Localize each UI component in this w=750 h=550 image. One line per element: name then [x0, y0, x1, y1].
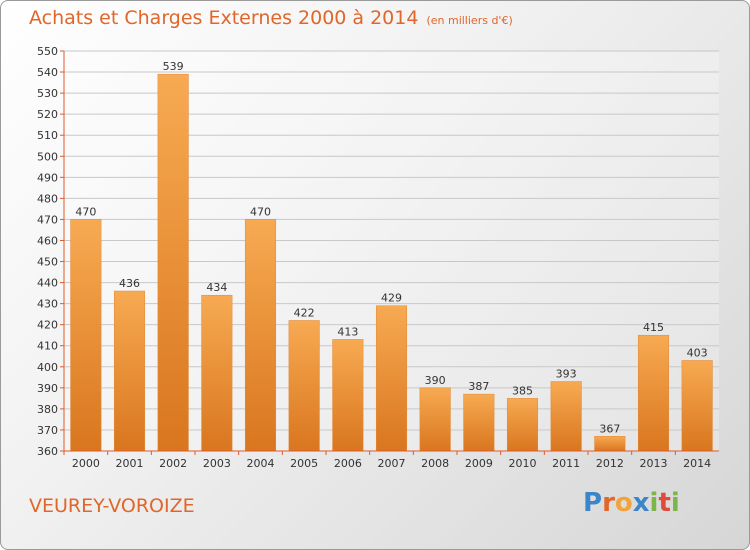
value-label-2013: 415	[643, 321, 664, 334]
bar-2003	[201, 294, 233, 452]
value-label-2005: 422	[294, 306, 315, 319]
bar-2002	[157, 73, 189, 452]
value-label-2001: 436	[119, 277, 140, 290]
y-tick-label: 380	[37, 403, 58, 416]
bar-2004	[244, 219, 277, 452]
y-tick-label: 390	[37, 382, 58, 395]
y-tick-label: 540	[37, 66, 58, 79]
bar-2011	[550, 381, 582, 452]
y-tick-label: 410	[37, 340, 58, 353]
value-label-2009: 387	[468, 380, 489, 393]
bar-2014	[681, 360, 713, 452]
y-tick-label: 530	[37, 87, 58, 100]
value-label-2011: 393	[556, 368, 577, 381]
bar-2009	[463, 393, 495, 452]
chart-title-block: Achats et Charges Externes 2000 à 2014 (e…	[29, 7, 513, 29]
y-tick-label: 400	[37, 361, 58, 374]
axes	[60, 50, 719, 455]
bar-2006	[332, 339, 364, 452]
proxiti-logo: Proxiti	[583, 488, 680, 518]
y-tick-label: 490	[37, 171, 58, 184]
x-tick-label-2012: 2012	[596, 457, 624, 470]
y-tick-label: 370	[37, 424, 58, 437]
y-tick-label: 440	[37, 277, 58, 290]
y-tick-label: 360	[37, 445, 58, 458]
bar-2013	[637, 334, 670, 452]
y-tick-label: 430	[37, 298, 58, 311]
chart-title: Achats et Charges Externes 2000 à 2014	[29, 7, 419, 29]
bar-2010	[506, 398, 539, 452]
value-label-2014: 403	[687, 346, 708, 359]
y-tick-label: 480	[37, 192, 58, 205]
value-label-2012: 367	[599, 422, 620, 435]
value-label-2006: 413	[337, 325, 358, 338]
y-tick-label: 470	[37, 213, 58, 226]
bar-2012	[594, 436, 626, 452]
x-tick-label-2008: 2008	[421, 457, 449, 470]
x-tick-label-2000: 2000	[72, 457, 100, 470]
value-label-2002: 539	[163, 60, 184, 73]
bar-2008	[419, 387, 451, 452]
x-tick-label-2009: 2009	[465, 457, 493, 470]
x-tick-label-2011: 2011	[552, 457, 580, 470]
y-tick-label: 450	[37, 256, 58, 269]
y-tick-label: 510	[37, 129, 58, 142]
value-label-2008: 390	[425, 374, 446, 387]
value-label-2010: 385	[512, 384, 533, 397]
x-tick-label-2014: 2014	[683, 457, 711, 470]
x-tick-label-2010: 2010	[509, 457, 537, 470]
x-tick-label-2001: 2001	[116, 457, 144, 470]
x-tick-label-2004: 2004	[247, 457, 275, 470]
y-tick-label: 550	[37, 45, 58, 58]
bar-2000	[70, 219, 102, 452]
y-tick-label: 520	[37, 108, 58, 121]
x-tick-label-2003: 2003	[203, 457, 231, 470]
y-tick-label: 460	[37, 234, 58, 247]
x-tick-label-2002: 2002	[159, 457, 187, 470]
value-label-2004: 470	[250, 205, 271, 218]
labels: 360 370 380 390 400 410 420 430 440 450 460 470 480 4…	[37, 45, 711, 470]
value-label-2000: 470	[75, 205, 96, 218]
y-tick-label: 500	[37, 150, 58, 163]
y-tick-label: 420	[37, 319, 58, 332]
x-tick-label-2013: 2013	[640, 457, 668, 470]
bars	[70, 73, 713, 452]
bar-2005	[288, 320, 320, 452]
bar-2007	[375, 305, 408, 452]
bar-2001	[113, 290, 146, 452]
x-tick-label-2007: 2007	[378, 457, 406, 470]
value-label-2003: 434	[206, 281, 227, 294]
location-name: VEUREY-VOROIZE	[29, 495, 195, 517]
x-tick-label-2006: 2006	[334, 457, 362, 470]
value-label-2007: 429	[381, 292, 402, 305]
x-tick-label-2005: 2005	[290, 457, 318, 470]
chart-unit: (en milliers d'€)	[426, 14, 513, 27]
